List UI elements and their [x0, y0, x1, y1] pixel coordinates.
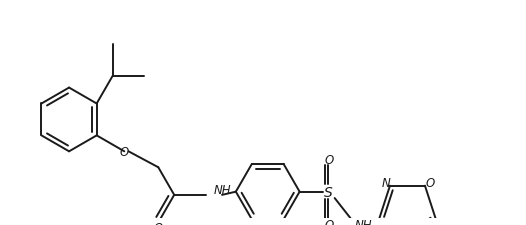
- Text: NH: NH: [355, 218, 372, 225]
- Text: N: N: [381, 176, 390, 189]
- Text: O: O: [426, 176, 435, 189]
- Text: NH: NH: [214, 183, 231, 196]
- Text: O: O: [119, 145, 129, 158]
- Text: S: S: [324, 185, 332, 199]
- Text: O: O: [324, 153, 333, 166]
- Text: O: O: [154, 221, 163, 225]
- Text: O: O: [324, 218, 333, 225]
